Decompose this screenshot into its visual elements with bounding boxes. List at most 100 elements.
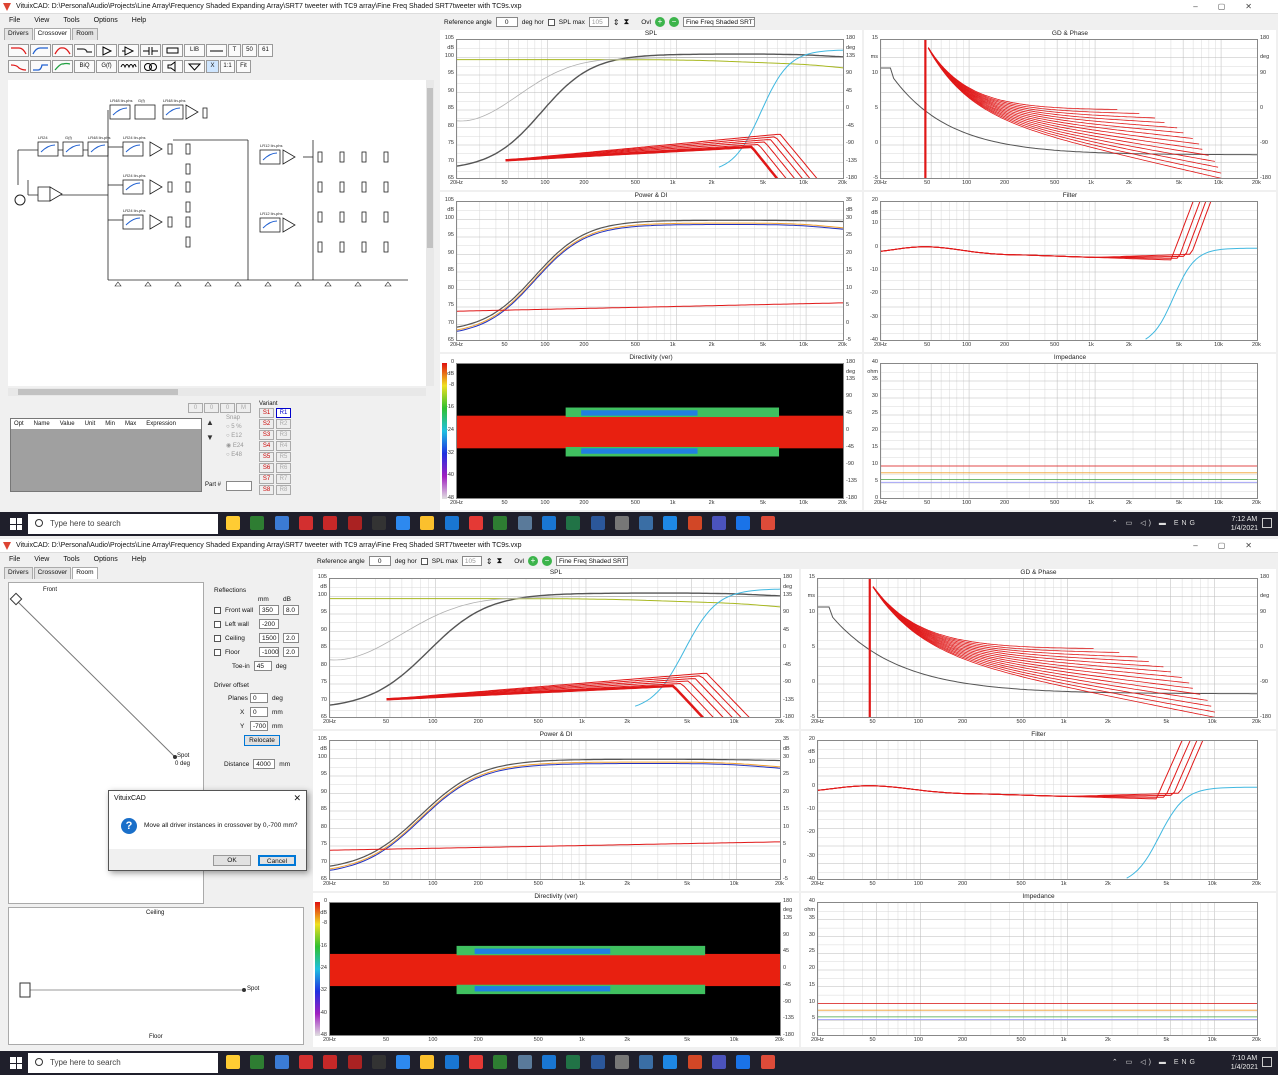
- menu-options[interactable]: Options: [93, 17, 118, 24]
- taskbar-app-icon[interactable]: [541, 516, 556, 530]
- taskbar-app-icon[interactable]: [566, 516, 581, 530]
- clock[interactable]: 7:10 AM 1/4/2021: [1231, 1054, 1258, 1072]
- ceiling-checkbox[interactable]: [214, 634, 221, 642]
- taskbar-app-icon[interactable]: [541, 1055, 556, 1069]
- allpass-icon[interactable]: [8, 60, 29, 73]
- variant-r8[interactable]: R8: [276, 485, 291, 495]
- clock[interactable]: 7:12 AM 1/4/2021: [1231, 515, 1258, 533]
- variant-s6[interactable]: S6: [259, 463, 274, 473]
- wire-icon[interactable]: [206, 44, 227, 57]
- taskbar-app-icon[interactable]: [226, 1055, 240, 1069]
- taskbar-app-icon[interactable]: [298, 516, 313, 530]
- taskbar-app-icon[interactable]: [663, 516, 678, 530]
- menu-file[interactable]: File: [9, 17, 21, 24]
- tab-crossover[interactable]: Crossover: [33, 567, 72, 579]
- front-wall-checkbox[interactable]: [214, 606, 221, 614]
- taskbar-app-icon[interactable]: [250, 516, 265, 530]
- windows-start-icon[interactable]: [10, 1057, 22, 1069]
- windows-start-icon[interactable]: [10, 518, 22, 530]
- taskbar-app-icon[interactable]: [712, 516, 726, 530]
- gf-button[interactable]: G(f): [96, 60, 117, 73]
- notification-icon[interactable]: [1262, 1057, 1272, 1067]
- spl-max-checkbox[interactable]: [420, 557, 428, 565]
- ground-icon[interactable]: [184, 60, 205, 73]
- schematic-vscroll[interactable]: [426, 80, 434, 386]
- cancel-button[interactable]: Cancel: [258, 855, 296, 866]
- taskbar-app-icon[interactable]: [298, 1055, 313, 1069]
- variant-r3[interactable]: R3: [276, 430, 291, 440]
- window-controls-bottom[interactable]: –▢✕: [1193, 541, 1272, 550]
- dialog-close-icon[interactable]: ✕: [293, 793, 301, 803]
- x-input[interactable]: 0: [250, 707, 268, 717]
- hourglass-icon[interactable]: ⧗: [496, 556, 503, 565]
- param-down-icon[interactable]: ▼: [206, 433, 214, 442]
- tab-room[interactable]: Room: [72, 567, 98, 579]
- spin-icon[interactable]: ⇕: [485, 556, 493, 566]
- variant-s2[interactable]: S2: [259, 419, 274, 429]
- taskbar-app-icon[interactable]: [323, 1055, 338, 1069]
- room-side-view[interactable]: Ceiling Spot Floor: [8, 907, 304, 1045]
- spl-max-input[interactable]: 105: [461, 556, 482, 566]
- resistor-icon[interactable]: [162, 44, 183, 57]
- snap-e48[interactable]: ○ E48: [226, 452, 242, 458]
- variant-s8[interactable]: S8: [259, 485, 274, 495]
- x-button[interactable]: X: [206, 60, 219, 73]
- menu-tools[interactable]: Tools: [63, 556, 80, 563]
- lowpass-icon[interactable]: [8, 44, 29, 57]
- variant-s5[interactable]: S5: [259, 452, 274, 462]
- amplifier-icon[interactable]: [118, 44, 139, 57]
- notification-icon[interactable]: [1262, 518, 1272, 528]
- t-button[interactable]: T: [228, 44, 241, 57]
- taskbar-search[interactable]: Type here to search: [28, 514, 218, 534]
- floor-checkbox[interactable]: [214, 648, 221, 656]
- taskbar-app-icon[interactable]: [274, 516, 289, 530]
- taskbar-app-icon[interactable]: [687, 1055, 702, 1069]
- taskbar-app-icon[interactable]: [517, 1055, 532, 1069]
- front-wall-db[interactable]: 8.0: [283, 605, 299, 615]
- ok-button[interactable]: OK: [213, 855, 251, 866]
- fit-button[interactable]: Fit: [236, 60, 251, 73]
- variant-s7[interactable]: S7: [259, 474, 274, 484]
- system-tray-icons[interactable]: ⌃ ▭ ◁) ▬ ENG: [1111, 520, 1198, 527]
- zoom-61-button[interactable]: 61: [258, 44, 273, 57]
- spl-max-checkbox[interactable]: [547, 18, 555, 26]
- hourglass-icon[interactable]: ⧗: [623, 17, 630, 26]
- menu-help[interactable]: Help: [131, 17, 147, 24]
- taskbar-app-icon[interactable]: [226, 516, 240, 530]
- taskbar-app-icon[interactable]: [687, 516, 702, 530]
- menu-help[interactable]: Help: [131, 556, 147, 563]
- taskbar-app-icon[interactable]: [420, 1055, 435, 1069]
- highpass-icon[interactable]: [30, 44, 51, 57]
- taskbar-search[interactable]: Type here to search: [28, 1053, 218, 1073]
- toe-in-input[interactable]: 45: [253, 661, 272, 671]
- param-up-icon[interactable]: ▲: [206, 418, 214, 427]
- ceiling-db[interactable]: 2.0: [283, 633, 299, 643]
- shelf-icon[interactable]: [74, 44, 95, 57]
- remove-overlay-icon[interactable]: −: [668, 17, 679, 27]
- zoom-50-button[interactable]: 50: [242, 44, 257, 57]
- taskbar-app-icon[interactable]: [566, 1055, 581, 1069]
- taskbar-app-icon[interactable]: [444, 1055, 459, 1069]
- tab-drivers[interactable]: Drivers: [4, 567, 33, 579]
- notch-icon[interactable]: [52, 60, 73, 73]
- parameter-table[interactable]: Opt Name Value Unit Min Max Expression: [10, 418, 202, 492]
- tab-drivers[interactable]: Drivers: [4, 28, 33, 40]
- front-wall-mm[interactable]: 350: [259, 605, 279, 615]
- taskbar-app-icon[interactable]: [590, 1055, 605, 1069]
- speaker-icon[interactable]: [162, 60, 183, 73]
- taskbar-app-icon[interactable]: [250, 1055, 265, 1069]
- taskbar-app-icon[interactable]: [396, 1055, 411, 1069]
- ref-angle-input[interactable]: 0: [368, 556, 391, 566]
- taskbar-app-icon[interactable]: [712, 1055, 726, 1069]
- taskbar-app-icon[interactable]: [760, 516, 775, 530]
- transformer-icon[interactable]: [140, 60, 161, 73]
- taskbar-app-icon[interactable]: [493, 1055, 508, 1069]
- taskbar-app-icon[interactable]: [371, 516, 386, 530]
- bandpass-icon[interactable]: [52, 44, 73, 57]
- taskbar-app-icon[interactable]: [663, 1055, 678, 1069]
- taskbar-app-icon[interactable]: [736, 516, 751, 530]
- schematic-hscroll[interactable]: [8, 388, 426, 396]
- taskbar-app-icon[interactable]: [760, 1055, 775, 1069]
- snap-e24[interactable]: ◉ E24: [226, 443, 244, 449]
- window-controls[interactable]: –▢✕: [1193, 2, 1272, 11]
